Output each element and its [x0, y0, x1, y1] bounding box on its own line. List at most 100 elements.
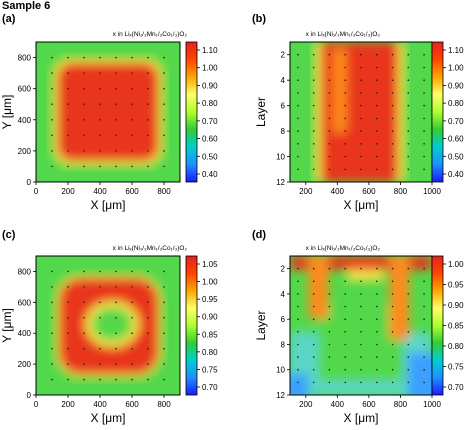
x-tick-label: 0 [34, 187, 39, 196]
sample-point [99, 317, 101, 319]
sample-point [312, 92, 315, 94]
y-tick-label: 8 [281, 127, 286, 136]
colorbar-tick-label: 0.80 [448, 342, 464, 351]
sample-point [360, 155, 362, 158]
sample-point [328, 267, 331, 270]
sample-point [83, 87, 85, 90]
sample-point [115, 317, 117, 319]
sample-point [51, 347, 53, 350]
sample-point [115, 56, 117, 59]
sample-point [407, 343, 410, 346]
x-tick-label: 600 [362, 187, 376, 196]
sample-point [391, 53, 394, 56]
sample-point [147, 72, 149, 74]
sample-point [312, 343, 315, 346]
sample-point [407, 130, 410, 132]
sample-point [131, 87, 133, 90]
colorbar-tick-label: 1.00 [448, 64, 464, 73]
sample-point [360, 343, 362, 346]
colorbar-tick-label: 0.70 [202, 383, 218, 392]
y-tick-label: 400 [18, 329, 32, 338]
heatmap-area-2 [36, 256, 180, 395]
sample-point [391, 92, 394, 94]
sample-point [328, 168, 331, 171]
sample-point [360, 318, 362, 321]
sample-point [51, 103, 53, 105]
sample-point [297, 53, 299, 56]
sample-point [297, 293, 299, 295]
heatmap-area-0 [36, 42, 180, 182]
sample-point [423, 104, 425, 107]
sample-point [328, 104, 331, 107]
sample-point [163, 332, 165, 335]
sample-point [360, 280, 362, 283]
ring-centre [92, 307, 133, 341]
sample-point [376, 318, 378, 321]
sample-point [131, 134, 133, 137]
sample-point [131, 347, 133, 350]
sample-point [312, 53, 315, 56]
sample-point [344, 130, 347, 132]
heatmap-field [54, 274, 163, 379]
y-axis-label: Layer [254, 97, 268, 127]
sample-point [99, 347, 101, 350]
sample-point [115, 87, 117, 90]
sample-point [297, 381, 299, 384]
sample-point [328, 53, 331, 56]
sample-point [163, 103, 165, 105]
sample-point [407, 381, 410, 384]
colorbar-tick-label: 0.90 [202, 81, 218, 90]
sample-point [391, 318, 394, 321]
sample-point [391, 66, 394, 69]
sample-point [407, 293, 410, 295]
sample-point [376, 331, 378, 333]
colorbar-tick-label: 0.50 [448, 152, 464, 161]
sample-point [328, 356, 331, 358]
sample-point [344, 104, 347, 107]
sample-point [391, 356, 394, 358]
sample-label: Sample 6 [2, 0, 50, 12]
sample-point [83, 134, 85, 137]
y-tick-label: 4 [281, 290, 286, 299]
sample-point [163, 347, 165, 350]
sample-point [407, 155, 410, 158]
colorbar-tick-label: 0.70 [448, 383, 464, 392]
sample-point [344, 305, 347, 308]
sample-point [131, 363, 133, 365]
sample-point [131, 72, 133, 74]
sample-point [115, 378, 117, 381]
sample-point [163, 286, 165, 288]
sample-point [344, 318, 347, 321]
x-tick-label: 600 [125, 400, 139, 409]
sample-point [344, 66, 347, 69]
y-tick-label: 6 [281, 315, 286, 324]
colorbar-tick-label: 0.60 [202, 135, 218, 144]
x-tick-label: 1000 [423, 187, 441, 196]
sample-point [391, 331, 394, 333]
sample-point [376, 267, 378, 270]
sample-point [423, 368, 425, 371]
sample-point [83, 378, 85, 381]
sample-point [99, 87, 101, 90]
sample-point [131, 150, 133, 152]
sample-point [115, 134, 117, 137]
sample-point [391, 79, 394, 81]
sample-point [344, 293, 347, 295]
sample-point [423, 130, 425, 132]
sample-point [163, 119, 165, 121]
sample-point [51, 317, 53, 319]
sample-point [67, 286, 69, 288]
sample-point [51, 332, 53, 335]
y-tick-label: 2 [281, 51, 286, 60]
y-tick-label: 12 [276, 391, 285, 400]
sample-point [376, 130, 378, 132]
colorbar-tick-label: 0.50 [202, 152, 218, 161]
sample-point [297, 318, 299, 321]
sample-point [297, 280, 299, 283]
colorbar-title: x in Liₓ(Ni₁/₃Mn₁/₃Co₁/₃)O₂ [306, 245, 381, 252]
sample-point [423, 117, 425, 120]
sample-point [67, 150, 69, 152]
sample-point [131, 119, 133, 121]
sample-point [312, 356, 315, 358]
sample-point [376, 293, 378, 295]
